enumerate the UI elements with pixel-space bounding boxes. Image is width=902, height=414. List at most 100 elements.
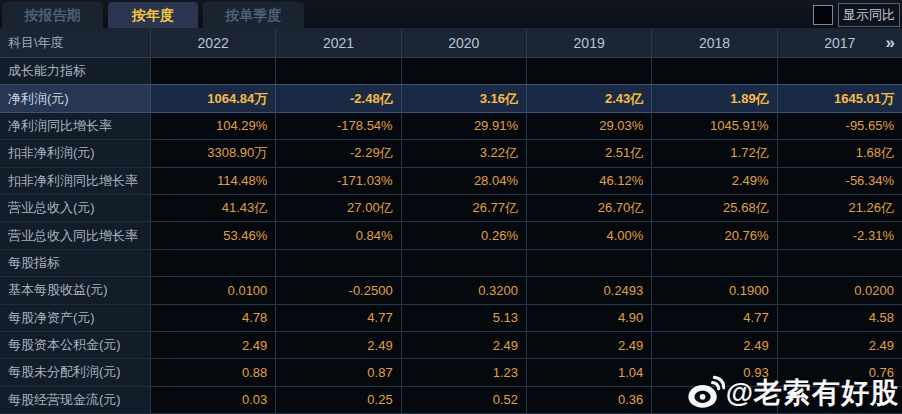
value-cell: 2.49: [777, 332, 902, 359]
value-cell: 0.36: [526, 387, 651, 414]
value-cell: 0.03: [150, 387, 275, 414]
table-row: 每股资本公积金(元)2.492.492.492.492.492.49: [0, 332, 902, 359]
section-row: 每股指标: [0, 250, 902, 277]
financial-indicators-panel: 按报告期按年度按单季度 显示同比 科目\年度 20222021202020192…: [0, 0, 902, 414]
value-cell: 1.04: [526, 359, 651, 386]
value-cell: -95.65%: [777, 113, 902, 140]
row-label: 净利润(元): [0, 85, 150, 112]
value-cell: 4.90: [526, 305, 651, 332]
value-cell: [401, 250, 526, 277]
value-cell: 0.2493: [526, 277, 651, 304]
table-row: 营业总收入同比增长率53.46%0.84%0.26%4.00%20.76%-2.…: [0, 222, 902, 249]
value-cell: 26.77亿: [401, 195, 526, 222]
table-row: 扣非净利润同比增长率114.48%-171.03%28.04%46.12%2.4…: [0, 168, 902, 195]
row-label: 每股经营现金流(元): [0, 387, 150, 414]
value-cell: 0.3200: [401, 277, 526, 304]
row-label: 每股未分配利润(元): [0, 359, 150, 386]
value-cell: 29.03%: [526, 113, 651, 140]
year-header: 2022: [150, 28, 275, 57]
value-cell: -2.31%: [777, 222, 902, 249]
value-cell: 3308.90万: [150, 140, 275, 167]
value-cell: 53.46%: [150, 222, 275, 249]
value-cell: 25.68亿: [651, 195, 776, 222]
show-yoy-label[interactable]: 显示同比: [838, 3, 900, 27]
table-header-row: 科目\年度 202220212020201920182017»: [0, 28, 902, 58]
value-cell: [651, 387, 776, 414]
value-cell: 0.25: [275, 387, 400, 414]
value-cell: 4.58: [777, 305, 902, 332]
row-label: 每股净资产(元): [0, 305, 150, 332]
value-cell: [777, 250, 902, 277]
row-label: 扣非净利润(元): [0, 140, 150, 167]
value-cell: [150, 58, 275, 85]
tab-by-year[interactable]: 按年度: [108, 2, 198, 28]
value-cell: 29.91%: [401, 113, 526, 140]
row-label: 扣非净利润同比增长率: [0, 168, 150, 195]
value-cell: 1045.91%: [651, 113, 776, 140]
value-cell: 0.87: [275, 359, 400, 386]
value-cell: -2.29亿: [275, 140, 400, 167]
value-cell: 104.29%: [150, 113, 275, 140]
value-cell: 0.26%: [401, 222, 526, 249]
value-cell: 4.00%: [526, 222, 651, 249]
row-label: 净利润同比增长率: [0, 113, 150, 140]
value-cell: 0.0100: [150, 277, 275, 304]
value-cell: 4.77: [651, 305, 776, 332]
table-row: 基本每股收益(元)0.0100-0.25000.32000.24930.1900…: [0, 277, 902, 304]
year-header: 2020: [401, 28, 526, 57]
row-label: 每股指标: [0, 250, 150, 277]
tab-by-report-period[interactable]: 按报告期: [2, 2, 103, 28]
tab-by-quarter[interactable]: 按单季度: [203, 2, 304, 28]
value-cell: 2.49: [150, 332, 275, 359]
value-cell: 21.26亿: [777, 195, 902, 222]
show-yoy-checkbox[interactable]: [813, 5, 833, 25]
value-cell: 0.76: [777, 359, 902, 386]
value-cell: -178.54%: [275, 113, 400, 140]
value-cell: 0.52: [401, 387, 526, 414]
value-cell: [526, 250, 651, 277]
corner-header: 科目\年度: [0, 28, 150, 57]
table-row: 每股净资产(元)4.784.775.134.904.774.58: [0, 305, 902, 332]
year-header: 2021: [275, 28, 400, 57]
value-cell: 2.49%: [651, 168, 776, 195]
value-cell: 0.88: [150, 359, 275, 386]
value-cell: 0.84%: [275, 222, 400, 249]
value-cell: 2.49: [526, 332, 651, 359]
value-cell: 1645.01万: [777, 85, 902, 112]
value-cell: 1.72亿: [651, 140, 776, 167]
value-cell: 20.76%: [651, 222, 776, 249]
value-cell: 46.12%: [526, 168, 651, 195]
value-cell: [651, 250, 776, 277]
year-header: 2019: [526, 28, 651, 57]
year-header: 2017: [777, 28, 902, 57]
value-cell: [777, 387, 902, 414]
value-cell: 4.77: [275, 305, 400, 332]
value-cell: [777, 58, 902, 85]
table-row: 净利润同比增长率104.29%-178.54%29.91%29.03%1045.…: [0, 113, 902, 140]
value-cell: [651, 58, 776, 85]
value-cell: [401, 58, 526, 85]
value-cell: [275, 58, 400, 85]
value-cell: 28.04%: [401, 168, 526, 195]
value-cell: 2.43亿: [526, 85, 651, 112]
row-label: 每股资本公积金(元): [0, 332, 150, 359]
financial-table: 科目\年度 202220212020201920182017» 成长能力指标净利…: [0, 28, 902, 414]
value-cell: 2.49: [275, 332, 400, 359]
value-cell: -171.03%: [275, 168, 400, 195]
table-row: 扣非净利润(元)3308.90万-2.29亿3.22亿2.51亿1.72亿1.6…: [0, 140, 902, 167]
value-cell: 1.23: [401, 359, 526, 386]
value-cell: -2.48亿: [275, 85, 400, 112]
value-cell: 1064.84万: [150, 85, 275, 112]
section-row: 成长能力指标: [0, 58, 902, 85]
row-label: 基本每股收益(元): [0, 277, 150, 304]
value-cell: [275, 250, 400, 277]
table-body: 成长能力指标净利润(元)1064.84万-2.48亿3.16亿2.43亿1.89…: [0, 58, 902, 414]
value-cell: [150, 250, 275, 277]
tabs-container: 按报告期按年度按单季度: [0, 0, 902, 28]
row-label: 营业总收入同比增长率: [0, 222, 150, 249]
table-row: 每股经营现金流(元)0.030.250.520.36: [0, 387, 902, 414]
table-row: 净利润(元)1064.84万-2.48亿3.16亿2.43亿1.89亿1645.…: [0, 85, 902, 112]
more-years-chevron-icon[interactable]: »: [886, 28, 895, 57]
row-label: 成长能力指标: [0, 58, 150, 85]
value-cell: 0.1900: [651, 277, 776, 304]
